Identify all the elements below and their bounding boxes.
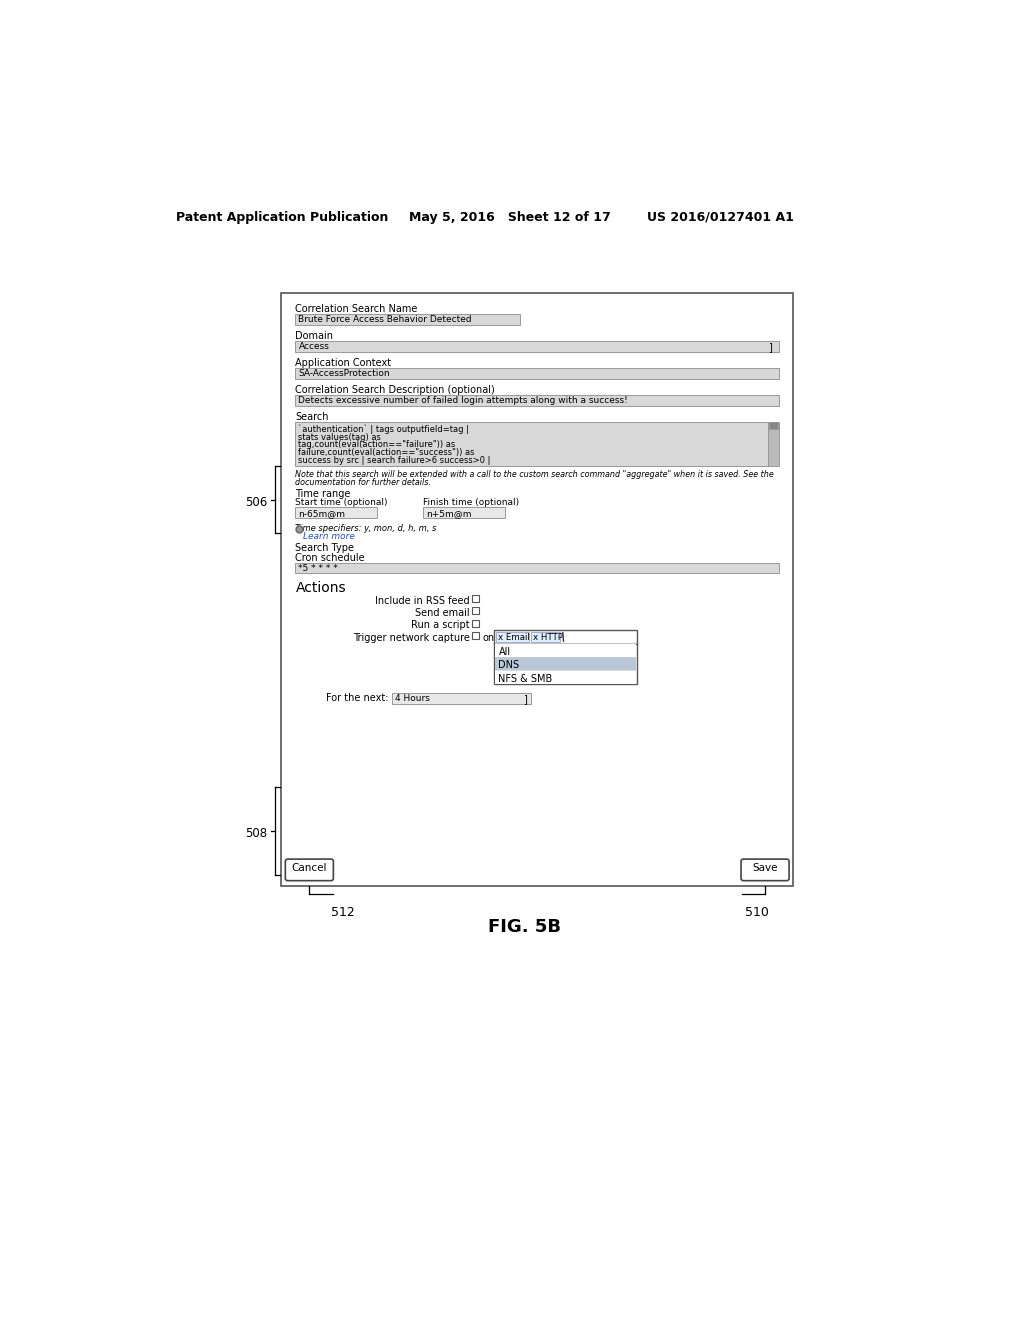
Text: 508: 508 — [246, 826, 267, 840]
Text: Correlation Search Name: Correlation Search Name — [295, 304, 418, 314]
Text: tag,count(eval(action=="failure")) as: tag,count(eval(action=="failure")) as — [298, 441, 455, 449]
Text: Actions: Actions — [295, 581, 346, 595]
Bar — [423, 507, 505, 517]
Text: Time range: Time range — [295, 488, 351, 499]
Text: 510: 510 — [744, 906, 769, 919]
Bar — [295, 368, 779, 379]
Text: Application Context: Application Context — [295, 358, 391, 368]
Bar — [495, 671, 636, 684]
Text: Brute Force Access Behavior Detected: Brute Force Access Behavior Detected — [299, 315, 472, 325]
Text: US 2016/0127401 A1: US 2016/0127401 A1 — [647, 211, 795, 224]
Text: on: on — [483, 632, 495, 643]
Bar — [282, 293, 793, 886]
Bar — [391, 693, 531, 704]
Text: failure,count(eval(action=="success")) as: failure,count(eval(action=="success")) a… — [298, 447, 474, 457]
Bar — [768, 422, 779, 466]
Text: x HTTP: x HTTP — [532, 634, 562, 643]
Text: Run a script: Run a script — [412, 620, 470, 631]
Text: success by src | search failure>6 success>0 |: success by src | search failure>6 succes… — [298, 455, 490, 465]
Text: 506: 506 — [246, 496, 267, 508]
Text: n+5m@m: n+5m@m — [426, 508, 472, 517]
Bar — [495, 644, 636, 657]
Text: Cron schedule: Cron schedule — [295, 553, 365, 562]
Bar — [496, 632, 528, 642]
Text: Start time (optional): Start time (optional) — [295, 498, 388, 507]
Text: Send email: Send email — [415, 609, 470, 618]
Text: May 5, 2016   Sheet 12 of 17: May 5, 2016 Sheet 12 of 17 — [409, 211, 610, 224]
Text: Save: Save — [753, 863, 778, 874]
Bar — [295, 562, 779, 573]
Bar — [472, 619, 479, 627]
Text: Trigger network capture: Trigger network capture — [353, 632, 470, 643]
Text: 4 Hours: 4 Hours — [394, 694, 429, 704]
Text: Include in RSS feed: Include in RSS feed — [375, 595, 470, 606]
Text: 512: 512 — [331, 906, 354, 919]
Bar — [295, 341, 779, 351]
Bar — [494, 631, 637, 644]
Bar — [531, 632, 560, 642]
Text: FIG. 5B: FIG. 5B — [488, 919, 561, 936]
Text: Search: Search — [295, 412, 329, 421]
Bar — [494, 644, 637, 684]
Text: stats values(tag) as: stats values(tag) as — [298, 433, 381, 441]
Text: Correlation Search Description (optional): Correlation Search Description (optional… — [295, 385, 496, 395]
Text: DNS: DNS — [499, 660, 519, 671]
FancyBboxPatch shape — [741, 859, 790, 880]
Text: Patent Application Publication: Patent Application Publication — [176, 211, 388, 224]
Bar — [495, 657, 636, 671]
Text: All: All — [499, 647, 511, 657]
Text: ]: ] — [768, 342, 772, 352]
Text: Time specifiers: y, mon, d, h, m, s: Time specifiers: y, mon, d, h, m, s — [295, 524, 437, 533]
Text: documentation for further details.: documentation for further details. — [295, 478, 431, 487]
Bar — [295, 314, 520, 325]
Bar — [472, 607, 479, 614]
Text: Detects excessive number of failed login attempts along with a success!: Detects excessive number of failed login… — [299, 396, 629, 405]
Text: For the next:: For the next: — [326, 693, 388, 702]
Text: NFS & SMB: NFS & SMB — [499, 673, 553, 684]
Bar — [472, 632, 479, 639]
Text: x Email: x Email — [498, 634, 529, 643]
Text: Cancel: Cancel — [292, 863, 327, 874]
Bar — [769, 422, 778, 429]
Bar — [295, 422, 768, 466]
Text: *5 * * * *: *5 * * * * — [299, 564, 338, 573]
Bar — [295, 395, 779, 405]
Text: ]: ] — [523, 694, 527, 705]
Text: Finish time (optional): Finish time (optional) — [423, 498, 519, 507]
Text: SA-AccessProtection: SA-AccessProtection — [299, 370, 390, 379]
Text: Note that this search will be extended with a call to the custom search command : Note that this search will be extended w… — [295, 470, 774, 479]
Text: Domain: Domain — [295, 331, 334, 341]
Text: `authentication` | tags outputfield=tag |: `authentication` | tags outputfield=tag … — [298, 425, 469, 434]
Text: n-65m@m: n-65m@m — [299, 508, 345, 517]
Bar — [295, 507, 377, 517]
Text: Access: Access — [299, 342, 330, 351]
Text: Learn more: Learn more — [303, 532, 355, 541]
FancyBboxPatch shape — [286, 859, 334, 880]
Bar — [472, 595, 479, 602]
Text: Search Type: Search Type — [295, 543, 354, 553]
